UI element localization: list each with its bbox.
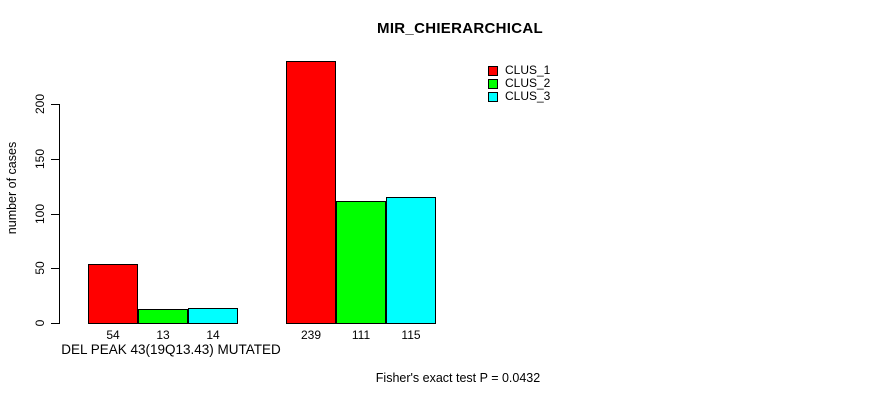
bar-value-label: 14 — [206, 328, 220, 342]
y-tick-label: 0 — [33, 319, 47, 327]
y-tick-mark — [51, 104, 59, 105]
legend-swatch-icon — [488, 65, 498, 76]
y-tick-label: 200 — [33, 93, 47, 115]
y-tick-mark — [51, 323, 59, 324]
bar-value-label: 239 — [300, 328, 322, 342]
legend-row-clus_2: CLUS_2 — [488, 77, 550, 90]
legend-swatch-icon — [488, 91, 498, 102]
legend-label: CLUS_1 — [505, 63, 551, 77]
y-tick-label: 50 — [33, 261, 47, 275]
bar-value-label: 115 — [401, 328, 421, 342]
legend-label: CLUS_3 — [505, 89, 551, 103]
bar-clus_3-group2 — [386, 197, 436, 324]
y-tick-label: 150 — [33, 148, 47, 169]
stat-annotation: Fisher's exact test P = 0.0432 — [375, 371, 541, 385]
y-tick-mark — [51, 213, 59, 215]
bar-clus_3-group1 — [188, 308, 238, 324]
x-axis-group-label: DEL PEAK 43(19Q13.43) MUTATED — [61, 342, 281, 357]
legend-row-clus_3: CLUS_3 — [488, 90, 550, 103]
legend-row-clus_1: CLUS_1 — [488, 64, 550, 77]
y-axis-line — [59, 104, 60, 324]
y-tick-label: 100 — [33, 203, 47, 224]
bar-clus_1-group2 — [286, 61, 336, 324]
y-tick-mark — [51, 268, 59, 270]
legend-swatch-icon — [488, 78, 498, 89]
bar-value-label: 13 — [156, 328, 170, 342]
legend-label: CLUS_2 — [505, 76, 551, 90]
bar-value-label: 54 — [106, 328, 120, 342]
y-axis-label: number of cases — [5, 141, 19, 235]
legend: CLUS_1 CLUS_2 CLUS_3 — [488, 64, 550, 103]
bar-clus_1-group1 — [88, 264, 138, 324]
bar-value-label: 111 — [351, 328, 371, 342]
bar-clus_2-group1 — [138, 309, 188, 324]
y-tick-mark — [51, 158, 59, 160]
chart-title: MIR_CHIERARCHICAL — [377, 20, 543, 37]
bar-clus_2-group2 — [336, 201, 386, 324]
